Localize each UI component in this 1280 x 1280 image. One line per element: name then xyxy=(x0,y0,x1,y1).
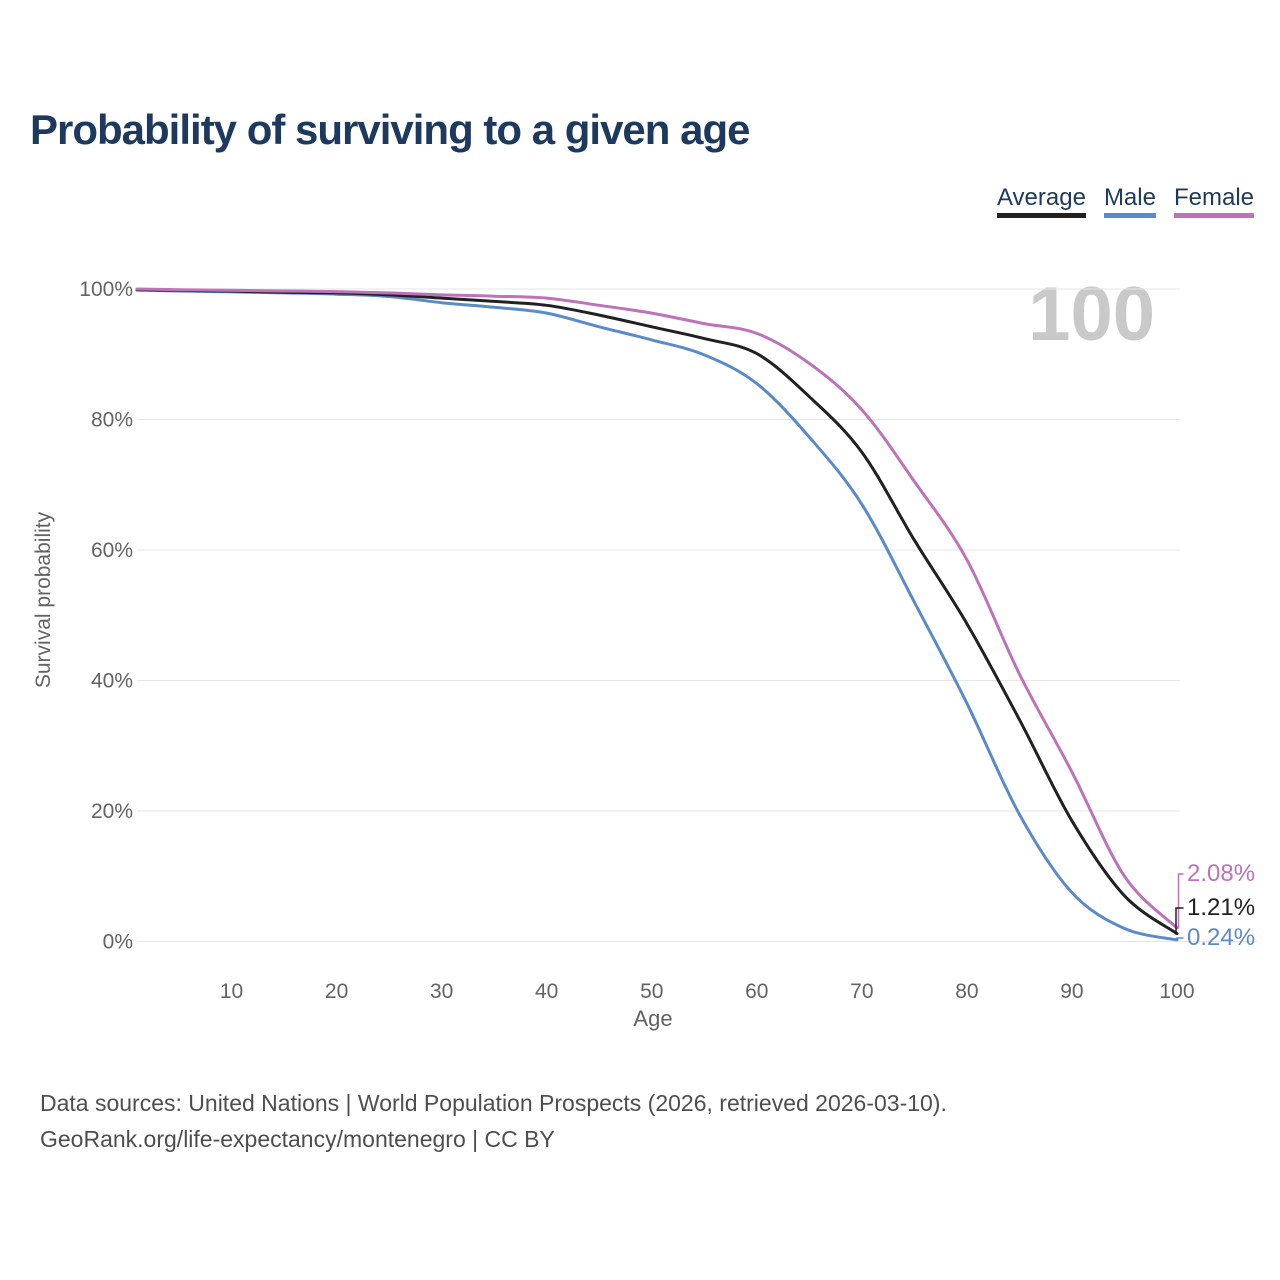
y-tick-label: 0% xyxy=(103,931,133,954)
footer-line2: GeoRank.org/life-expectancy/montenegro |… xyxy=(40,1126,555,1152)
end-label-leader-average xyxy=(1175,907,1184,935)
x-tick-label: 60 xyxy=(745,980,768,1003)
legend-item-male[interactable]: Male xyxy=(1103,184,1156,219)
x-tick-label: 70 xyxy=(850,980,873,1003)
footer-line1: Data sources: United Nations | World Pop… xyxy=(40,1090,947,1116)
y-tick-label: 20% xyxy=(91,800,133,823)
y-axis-title: Survival probability xyxy=(32,511,55,689)
x-tick-label: 90 xyxy=(1060,980,1083,1003)
x-axis-title: Age xyxy=(633,1006,673,1031)
x-tick-label: 50 xyxy=(640,980,663,1003)
x-tick-label: 80 xyxy=(955,980,978,1003)
x-tick-label: 100 xyxy=(1159,980,1194,1003)
legend-item-female[interactable]: Female xyxy=(1173,184,1254,219)
y-tick-label: 40% xyxy=(91,670,133,693)
x-tick-label: 40 xyxy=(535,980,558,1003)
curve-female xyxy=(135,287,1179,930)
y-tick-label: 60% xyxy=(91,539,133,562)
y-tick-label: 80% xyxy=(91,409,133,432)
x-tick-label: 20 xyxy=(325,980,348,1003)
data-source-note: Data sources: United Nations | World Pop… xyxy=(40,1085,947,1157)
curve-average xyxy=(135,288,1179,936)
page-title: Probability of surviving to a given age xyxy=(30,106,750,153)
end-label-average: 1.21% xyxy=(1187,894,1256,921)
x-tick-label: 10 xyxy=(220,980,243,1003)
x-tick-label: 30 xyxy=(430,980,453,1003)
end-label-leader-female xyxy=(1177,873,1184,929)
curve-male xyxy=(135,288,1179,942)
y-tick-label: 100% xyxy=(79,278,133,301)
end-label-male: 0.24% xyxy=(1187,924,1256,951)
legend-item-average[interactable]: Average xyxy=(996,184,1086,219)
end-label-female: 2.08% xyxy=(1187,860,1256,887)
legend: Average Male Female xyxy=(996,184,1254,219)
end-label-leader-male xyxy=(1176,937,1184,940)
